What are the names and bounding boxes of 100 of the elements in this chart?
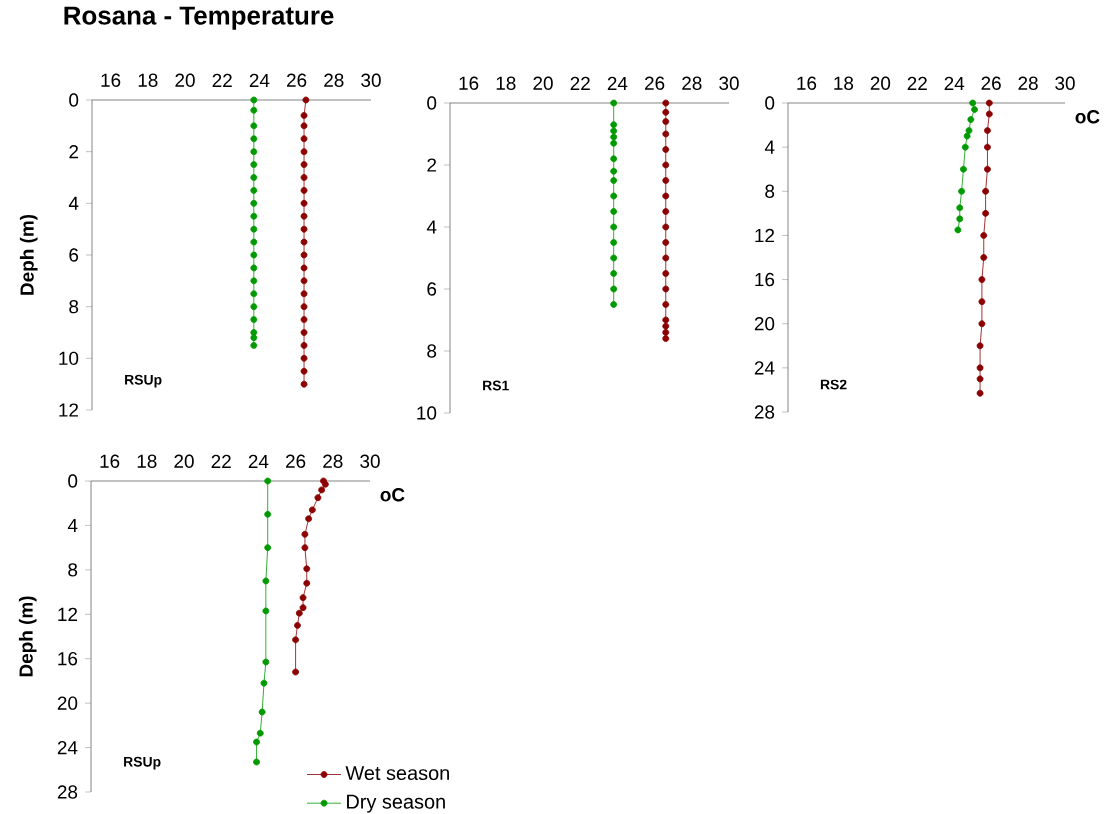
point	[264, 544, 272, 552]
y-tick-label: 24	[57, 740, 78, 755]
y-tick-label: 16	[58, 652, 78, 666]
x-tick-label: 26	[287, 73, 307, 87]
point	[956, 215, 964, 223]
x-tick-label: 24	[248, 454, 269, 468]
x-tick-label: 18	[834, 76, 854, 90]
point	[258, 708, 266, 716]
point	[662, 316, 670, 324]
point	[250, 161, 258, 168]
point	[300, 367, 308, 375]
x-tick-label: 28	[323, 454, 343, 468]
point	[318, 486, 326, 494]
x-tick-label: 16	[459, 76, 479, 90]
y-tick-label: 2	[427, 158, 437, 172]
y-tick-label: 4	[67, 518, 78, 532]
point	[662, 254, 670, 262]
y-tick-label: 4	[764, 140, 775, 154]
point	[662, 270, 670, 277]
point	[610, 270, 618, 277]
point	[300, 161, 308, 168]
point	[300, 187, 308, 194]
point	[264, 510, 272, 518]
point	[610, 223, 618, 231]
point	[302, 96, 310, 104]
x-tick-label: 20	[174, 454, 194, 468]
annotation: RS1	[483, 380, 509, 391]
point	[662, 177, 670, 184]
y-tick-label: 8	[427, 344, 437, 358]
annotation: RS2	[820, 379, 847, 390]
annotation: RSUp	[125, 374, 162, 388]
point	[956, 204, 964, 212]
legend-label: Wet season	[345, 766, 449, 781]
x-tick-label: 16	[101, 73, 121, 87]
x-tick-label: 30	[719, 76, 739, 90]
point	[300, 212, 308, 220]
point	[662, 99, 670, 107]
annotation: RSUp	[124, 756, 161, 770]
point	[250, 199, 258, 207]
point	[262, 577, 270, 585]
point	[253, 738, 260, 746]
point	[300, 148, 308, 156]
point	[610, 121, 618, 129]
point	[303, 565, 311, 573]
x-tick-label: 28	[682, 76, 702, 90]
point	[260, 679, 268, 687]
point	[300, 290, 308, 298]
point	[294, 621, 301, 629]
point	[662, 130, 670, 138]
point	[984, 127, 991, 134]
point	[250, 174, 258, 181]
point	[299, 594, 307, 602]
x-tick-label: 16	[100, 454, 120, 468]
point	[300, 251, 308, 259]
x-tick-label: 20	[870, 76, 891, 90]
y-tick-label: 20	[754, 317, 775, 331]
point	[976, 364, 984, 372]
x-tick-label: 22	[907, 76, 927, 90]
y-tick-label: 10	[417, 406, 437, 420]
y-axis-title: Deph (m)	[18, 596, 37, 677]
point	[662, 192, 670, 200]
point	[610, 301, 618, 308]
point	[610, 133, 618, 141]
point	[300, 316, 308, 323]
y-tick-label: 8	[69, 299, 79, 314]
point	[308, 506, 316, 514]
x-tick-label: 24	[607, 76, 628, 90]
point	[250, 106, 258, 114]
point	[980, 232, 988, 239]
point	[971, 106, 978, 114]
point	[250, 251, 258, 259]
x-tick-label: 30	[361, 73, 381, 87]
point	[978, 320, 986, 328]
x-tick-label: 16	[797, 76, 817, 90]
x-tick-label: 22	[211, 454, 231, 468]
y-tick-label: 0	[765, 96, 775, 110]
legend-label: Dry season	[347, 794, 445, 813]
point	[250, 264, 258, 272]
point	[984, 143, 991, 151]
point	[610, 208, 618, 215]
y-tick-label: 0	[68, 474, 78, 488]
x-tick-label: 20	[533, 76, 553, 90]
point	[300, 122, 308, 130]
point	[610, 239, 618, 246]
point	[662, 208, 670, 215]
point	[303, 579, 311, 587]
x-tick-label: 22	[212, 73, 232, 87]
x-tick-label: 26	[981, 76, 1001, 90]
y-tick-label: 8	[68, 563, 78, 577]
point	[253, 758, 260, 766]
y-axis-title: Deph (m)	[19, 214, 38, 295]
point	[300, 135, 308, 143]
point	[954, 226, 962, 234]
point	[300, 199, 308, 207]
point	[969, 99, 977, 107]
point	[300, 225, 308, 233]
point	[300, 174, 308, 181]
y-tick-label: 2	[69, 145, 79, 159]
y-tick-label: 12	[59, 403, 79, 417]
point	[314, 494, 322, 502]
